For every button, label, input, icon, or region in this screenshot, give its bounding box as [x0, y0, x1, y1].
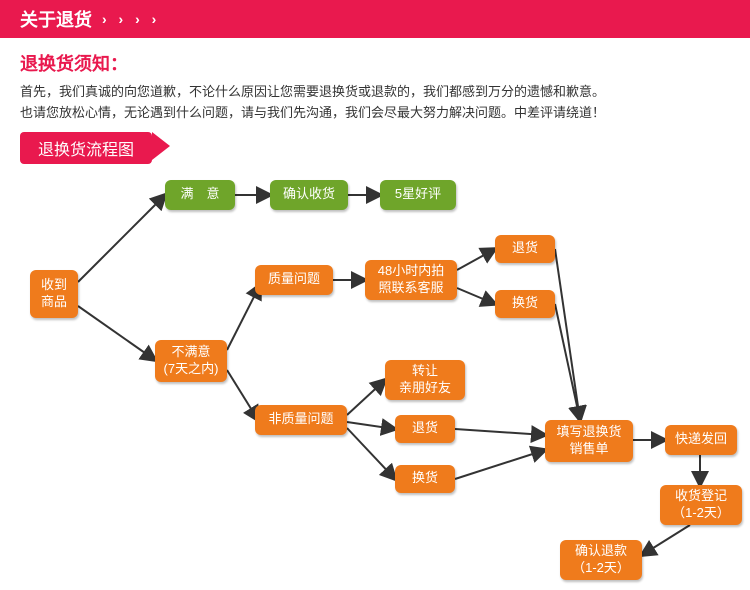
flow-edge-start-happy [78, 195, 165, 282]
notice-section: 退换货须知： 首先，我们真诚的向您道歉，不论什么原因让您需要退换货或退款的，我们… [0, 38, 750, 132]
flow-edge-nonqual-return2 [347, 422, 395, 429]
header-title: 关于退货 [20, 6, 92, 32]
flow-node-transfer: 转让 亲朋好友 [385, 360, 465, 400]
flow-edge-contact-return1 [457, 249, 495, 270]
flow-edge-exchange1-fillform [555, 304, 580, 420]
flow-edge-contact-exchange1 [457, 288, 495, 304]
notice-line-2: 也请您放松心情，无论遇到什么问题，请与我们先沟通，我们会尽最大努力解决问题。中差… [20, 103, 730, 124]
flow-edge-receive-refund [642, 525, 690, 555]
flow-edge-start-unhappy [78, 306, 155, 360]
flowchart-canvas: 收到 商品 满 意 确认收货 5星好评不满意 (7天之内) 质量问题 48小时内拍 照联系… [0, 170, 750, 590]
flow-node-ship: 快递发回 [665, 425, 737, 455]
flow-node-contact: 48小时内拍 照联系客服 [365, 260, 457, 300]
flow-edge-unhappy-nonqual [227, 370, 258, 420]
flow-node-confirm: 确认收货 [270, 180, 348, 210]
flow-node-happy: 满 意 [165, 180, 235, 210]
flow-node-return1: 退货 [495, 235, 555, 263]
notice-title: 退换货须知： [20, 50, 730, 76]
flowchart-arrows [0, 170, 750, 590]
header-bar: 关于退货 › › › › [0, 0, 750, 38]
flow-node-exchange2: 换货 [395, 465, 455, 493]
flow-title: 退换货流程图 [20, 132, 152, 164]
flow-node-return2: 退货 [395, 415, 455, 443]
notice-line-1: 首先，我们真诚的向您道歉，不论什么原因让您需要退换货或退款的，我们都感到万分的遗… [20, 82, 730, 103]
flow-node-quality: 质量问题 [255, 265, 333, 295]
flow-edge-nonqual-transfer [347, 380, 385, 415]
flow-node-start: 收到 商品 [30, 270, 78, 318]
flow-title-wrap: 退换货流程图 [0, 132, 750, 170]
flow-node-receive: 收货登记 （1-2天） [660, 485, 742, 525]
flow-edge-return2-fillform [455, 429, 545, 435]
flow-node-exchange1: 换货 [495, 290, 555, 318]
flow-edge-unhappy-quality [227, 285, 260, 350]
flow-node-fivestar: 5星好评 [380, 180, 456, 210]
header-arrows: › › › › [102, 11, 160, 27]
flow-edge-exchange2-fillform [455, 450, 545, 479]
flow-node-fillform: 填写退换货 销售单 [545, 420, 633, 462]
flow-edge-return1-fillform [555, 249, 580, 420]
flow-edge-nonqual-exchange2 [347, 428, 395, 479]
flow-node-unhappy: 不满意 (7天之内) [155, 340, 227, 382]
flow-node-nonqual: 非质量问题 [255, 405, 347, 435]
flow-node-refund: 确认退款 （1-2天） [560, 540, 642, 580]
